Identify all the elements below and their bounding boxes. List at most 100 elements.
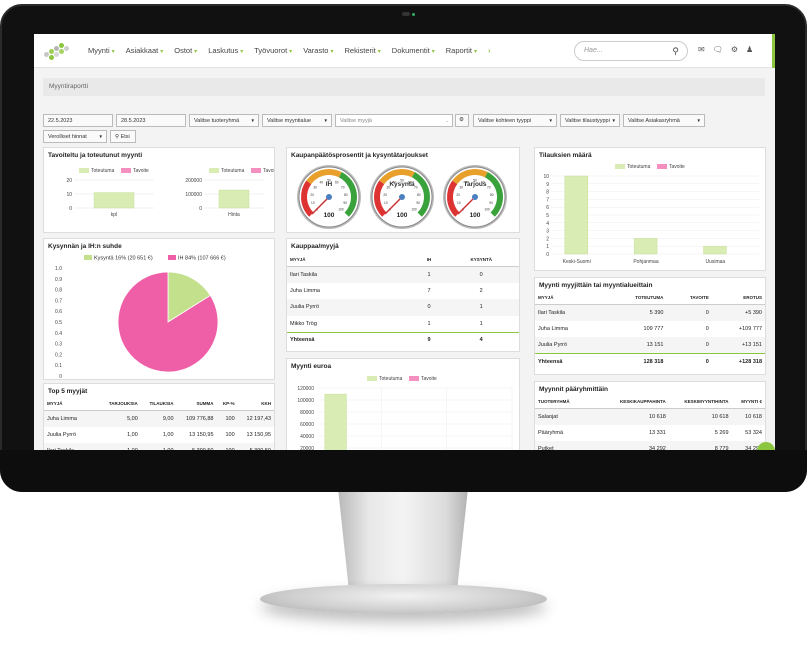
column-header[interactable]: TAVOITE bbox=[666, 292, 712, 305]
legend-item[interactable]: IH 84% (107 666 €) bbox=[168, 255, 226, 262]
chevron-right-icon[interactable]: › bbox=[488, 46, 491, 55]
column-header[interactable]: TUOTERYHMÄ bbox=[535, 396, 604, 409]
table-row[interactable]: Juulia Pyrrö 13 151 0 +13 151 bbox=[535, 337, 765, 354]
table-row[interactable]: Juha Limma 5,00 9,00 109 776,88 100 12 197,43 bbox=[44, 410, 274, 427]
table-row[interactable]: Mikko Trög 1 1 bbox=[287, 316, 519, 333]
table-row[interactable]: Pääryhmä 13 331 5 269 53 324 bbox=[535, 425, 765, 442]
mail-icon[interactable]: ✉ bbox=[698, 45, 705, 54]
table-cell: 1 bbox=[414, 266, 444, 283]
target-type-select[interactable]: Valitse kohteen tyyppi ▼ bbox=[473, 114, 557, 127]
legend-item[interactable]: Toteutuma bbox=[367, 376, 403, 382]
column-header[interactable]: TARJOUKSIA bbox=[99, 398, 141, 411]
column-header[interactable]: MYYJÄ bbox=[44, 398, 100, 411]
legend-swatch bbox=[79, 168, 89, 173]
chevron-down-icon: ▾ bbox=[240, 49, 244, 55]
seller-select[interactable]: Valitse myyjä ⌄ bbox=[335, 114, 453, 127]
search-icon: ⚲ bbox=[115, 134, 120, 140]
gauge-label: Kysyntä bbox=[389, 181, 415, 188]
column-header[interactable]: TILAUKSIA bbox=[140, 398, 177, 411]
monitor-chin bbox=[0, 450, 807, 492]
table-cell: 5 390,50 bbox=[237, 443, 274, 450]
user-icon[interactable]: ♟ bbox=[746, 45, 754, 54]
nav-item-7[interactable]: Dokumentit ▾ bbox=[392, 46, 435, 55]
gear-icon[interactable]: ⚙ bbox=[730, 45, 739, 54]
column-header[interactable]: MYYNTI € bbox=[731, 396, 765, 409]
gauge-band bbox=[484, 172, 503, 217]
gauge-label: IH bbox=[326, 181, 333, 188]
gauge-label: Tarjous bbox=[464, 181, 487, 188]
sales-area-select[interactable]: Valitse myyntialue ▼ bbox=[262, 114, 332, 127]
table-row[interactable]: Putket 34 292 8 779 34 292 bbox=[535, 441, 765, 450]
column-header[interactable]: MYYJÄ bbox=[535, 292, 604, 305]
column-header[interactable]: KYSYNTÄ bbox=[443, 254, 519, 267]
legend-label: Toteutuma bbox=[91, 168, 115, 174]
column-header[interactable]: EROTUS bbox=[711, 292, 765, 305]
legend-item[interactable]: Tavoite bbox=[409, 376, 437, 382]
column-header[interactable]: SUMMA bbox=[176, 398, 217, 411]
table-row[interactable]: Juulia Pyrrö 0 1 bbox=[287, 299, 519, 316]
vat-select[interactable]: Verolliset hinnat ▼ bbox=[43, 130, 107, 143]
table-row[interactable]: Juha Limma 7 2 bbox=[287, 283, 519, 300]
nav-item-label: Työvuorot bbox=[254, 46, 288, 55]
search-button[interactable]: ⚲ Etsi bbox=[110, 130, 136, 143]
gauge-band bbox=[306, 169, 342, 185]
chat-icon[interactable]: 🗨 bbox=[712, 45, 723, 54]
legend-item[interactable]: Tavoite bbox=[251, 168, 275, 174]
search-icon[interactable]: ⚲ bbox=[672, 46, 679, 56]
column-header[interactable]: IH bbox=[414, 254, 444, 267]
chevron-down-icon: ▾ bbox=[330, 49, 334, 55]
company-logo[interactable] bbox=[44, 42, 72, 62]
table-row[interactable]: Juha Limma 109 777 0 +109 777 bbox=[535, 321, 765, 338]
table-cell: 10 618 bbox=[668, 408, 732, 425]
date-to-input[interactable]: 28.5.2023 bbox=[116, 114, 186, 127]
legend-swatch bbox=[409, 376, 419, 381]
settings-button[interactable]: ⚙ bbox=[455, 114, 469, 127]
gauge-band bbox=[452, 169, 488, 185]
nav-item-0[interactable]: Myynti ▾ bbox=[88, 46, 115, 55]
date-from-input[interactable]: 22.5.2023 bbox=[43, 114, 113, 127]
table-row[interactable]: Salaojat 10 618 10 618 10 618 bbox=[535, 408, 765, 425]
table-cell: 0 bbox=[414, 299, 444, 316]
nav-item-3[interactable]: Laskutus ▾ bbox=[208, 46, 243, 55]
legend-item[interactable]: Toteutuma bbox=[615, 164, 651, 170]
camera-dot bbox=[402, 12, 415, 16]
product-group-select[interactable]: Valitse tuoteryhmä ▼ bbox=[189, 114, 259, 127]
column-header[interactable]: KESKIKAUPPAHINTA bbox=[604, 396, 669, 409]
column-header[interactable]: TOTEUTUMA bbox=[604, 292, 667, 305]
legend-item[interactable]: Kysyntä 16% (20 651 €) bbox=[84, 255, 153, 262]
legend-item[interactable]: Tavoite bbox=[657, 164, 685, 170]
gauge-tick-label: 70 bbox=[487, 186, 491, 190]
legend-item[interactable]: Toteutuma bbox=[209, 168, 245, 174]
chevron-down-icon: ⌄ bbox=[445, 118, 449, 123]
table-row[interactable]: Ilari Taskila 5 390 0 +5 390 bbox=[535, 304, 765, 321]
legend-item[interactable]: Toteutuma bbox=[79, 168, 115, 174]
customer-group-select[interactable]: Valitse Asiakasryhmä ▼ bbox=[623, 114, 705, 127]
column-header[interactable]: KP-% bbox=[216, 398, 238, 411]
deals-per-seller-card: Kauppaa/myyjä MYYJÄ IH KYSYNTÄ Ilari Taskil… bbox=[286, 238, 520, 352]
legend-item[interactable]: Tavoite bbox=[121, 168, 149, 174]
nav-item-label: Myynti bbox=[88, 46, 110, 55]
table-row[interactable]: Juulia Pyrrö 1,00 1,00 13 150,95 100 13 150,9… bbox=[44, 427, 274, 444]
nav-item-5[interactable]: Varasto ▾ bbox=[303, 46, 333, 55]
nav-item-6[interactable]: Rekisterit ▾ bbox=[345, 46, 381, 55]
column-header[interactable]: MYYJÄ bbox=[287, 254, 415, 267]
column-header[interactable]: KESKIMYYNTIHINTA bbox=[668, 396, 732, 409]
nav-item-4[interactable]: Työvuorot ▾ bbox=[254, 46, 292, 55]
legend-swatch bbox=[367, 376, 377, 381]
gauge-band bbox=[379, 169, 415, 185]
order-type-select[interactable]: Valitse tilaustyyppi ▼ bbox=[560, 114, 620, 127]
search-input[interactable]: Hae... ⚲ bbox=[574, 41, 688, 61]
chat-widget-button[interactable] bbox=[757, 442, 775, 450]
table-row[interactable]: Ilari Taskila 1 0 bbox=[287, 266, 519, 283]
pie-slice-ih bbox=[117, 271, 219, 373]
nav-item-1[interactable]: Asiakkaat ▾ bbox=[126, 46, 164, 55]
nav-item-2[interactable]: Ostot ▾ bbox=[174, 46, 197, 55]
gauge-tick-label: 60 bbox=[481, 180, 485, 184]
column-header[interactable]: KKH bbox=[237, 398, 274, 411]
nav-item-8[interactable]: Raportit ▾ bbox=[446, 46, 477, 55]
table-cell: 1,00 bbox=[99, 443, 141, 450]
gear-icon: ⚙ bbox=[459, 117, 464, 123]
y-tick-label: 0.2 bbox=[55, 352, 62, 358]
table-cell: 8 779 bbox=[668, 441, 732, 450]
